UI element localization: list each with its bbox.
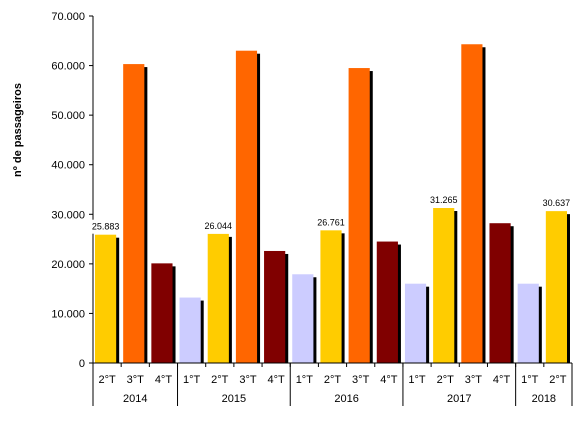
y-tick-label: 70.000 (51, 11, 85, 23)
x-tick-label-quarter: 2°T (324, 374, 342, 386)
bar (376, 241, 398, 363)
bar (545, 211, 567, 363)
data-label: 25.883 (92, 222, 120, 232)
data-label: 26.044 (205, 221, 233, 231)
y-axis-label: nº de passageiros (12, 83, 24, 177)
bar (404, 283, 427, 363)
data-label: 31.265 (430, 195, 458, 205)
x-tick-label-year: 2014 (123, 393, 147, 405)
data-label-box (201, 218, 236, 233)
x-tick-label-quarter: 4°T (155, 374, 173, 386)
bar (320, 230, 342, 363)
x-tick-label-quarter: 2°T (437, 374, 455, 386)
bars: 25.883 26.044 26.761 31.265 30.637 (88, 44, 574, 364)
data-label: 26.761 (317, 217, 345, 227)
data-label: 30.637 (543, 198, 571, 208)
bar (433, 208, 455, 363)
y-tick-label: 40.000 (51, 160, 85, 172)
x-tick-label-quarter: 2°T (211, 374, 229, 386)
x-tick-label-quarter: 4°T (380, 374, 398, 386)
y-tick-label: 20.000 (51, 259, 85, 271)
x-tick-label-quarter: 3°T (352, 374, 370, 386)
bar (517, 283, 539, 363)
bar (95, 234, 117, 363)
bar (348, 68, 370, 364)
bar (264, 250, 286, 363)
x-tick-label-quarter: 4°T (268, 374, 286, 386)
x-axis: 2°T 3°T 4°T 1°T 2°T 3°T 4°T 1°T 2°T 3°T 4°T 1°T 2°T 3… (92, 362, 573, 406)
x-tick-label-year: 2017 (447, 393, 471, 405)
data-label-box (88, 219, 123, 234)
x-tick-label-year: 2015 (222, 393, 246, 405)
y-tick-label: 10.000 (51, 308, 85, 320)
bar (292, 274, 314, 363)
x-tick-label-quarter: 1°T (521, 374, 539, 386)
data-label-box (314, 215, 348, 230)
y-tick-label: 50.000 (51, 110, 85, 122)
x-tick-label-year: 2016 (334, 393, 358, 405)
x-tick-label-quarter: 2°T (98, 374, 116, 386)
x-tick-label-year: 2018 (532, 393, 556, 405)
bar (489, 223, 511, 363)
y-tick-label: 60.000 (51, 61, 85, 73)
data-label-box (426, 193, 461, 208)
x-tick-label-quarter: 1°T (296, 374, 314, 386)
bar (207, 233, 229, 363)
x-tick-label-quarter: 4°T (493, 374, 511, 386)
data-label-box (539, 196, 574, 211)
bar (179, 297, 201, 363)
x-tick-label-quarter: 3°T (127, 374, 145, 386)
bar (151, 263, 173, 363)
x-tick-label-quarter: 3°T (239, 374, 257, 386)
bar (461, 44, 483, 364)
y-tick-label: 0 (79, 358, 85, 370)
x-tick-label-quarter: 1°T (408, 374, 426, 386)
x-tick-label-quarter: 3°T (465, 374, 483, 386)
y-axis: 0 10.000 20.000 30.000 40.000 50.000 60.000 70.… (51, 11, 94, 370)
x-tick-label-quarter: 2°T (549, 374, 567, 386)
x-tick-label-quarter: 1°T (183, 374, 201, 386)
y-tick-label: 30.000 (51, 209, 85, 221)
bar (235, 50, 258, 363)
bar (123, 64, 145, 363)
